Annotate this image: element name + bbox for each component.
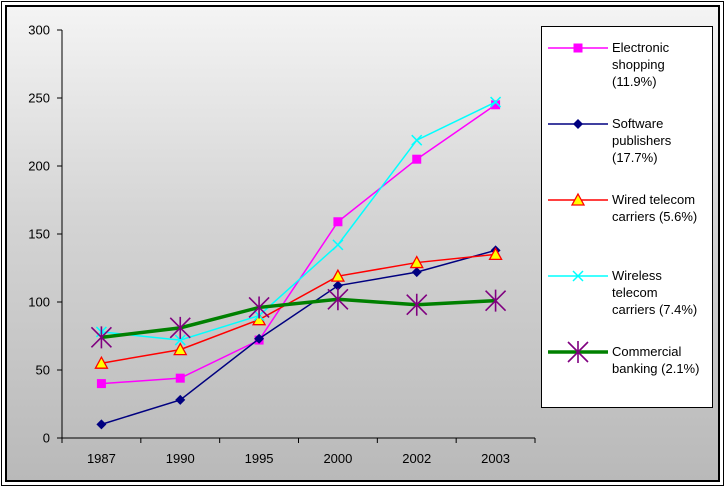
legend-swatch-marker [572,270,584,282]
y-tick-label: 100 [28,295,50,310]
legend-label: Wireless telecom carriers (7.4%) [612,268,698,317]
legend-label: Software publishers (17.7%) [612,116,672,165]
data-point-commercial [327,288,349,311]
series-electronic [96,100,501,389]
data-point-software [411,267,422,278]
series-line-software [101,249,496,426]
data-point-wireless [174,334,186,346]
data-point-commercial [90,326,112,349]
data-point-electronic [491,100,501,110]
legend-swatch [548,270,608,282]
legend-label: Electronic shopping (11.9%) [612,40,670,89]
series-line-wired-telecom [101,253,496,364]
legend-swatch [548,119,608,129]
chart-axes: 0 50 100 150 200 250 300 1987 1990 1995 2000 2002 20… [28,23,536,466]
data-point-software [254,333,265,344]
legend-swatch [548,341,608,363]
series-line-wireless [101,101,496,341]
x-tick-label: 2002 [402,451,431,466]
data-point-software [175,394,186,405]
data-point-software [332,280,343,291]
legend-swatch [548,43,608,53]
data-point-wireless [411,134,423,146]
data-point-electronic [412,154,422,164]
data-point-wired-telecom [409,255,424,269]
data-point-wired-telecom [94,355,109,369]
legend-swatch-marker [567,341,589,363]
x-tick-label: 2000 [323,451,352,466]
data-point-wireless [490,96,502,108]
series-line-commercial [101,297,496,340]
data-point-electronic [175,373,185,383]
data-point-commercial [485,289,507,312]
y-tick-label: 150 [28,227,50,242]
x-tick-label: 1987 [87,451,116,466]
data-point-commercial [169,316,191,339]
legend: Electronic shopping (11.9%) Software publ… [541,26,713,408]
legend-swatch-marker [570,192,586,206]
series-commercial [90,288,507,349]
data-point-electronic [333,217,343,227]
data-point-wireless [332,239,344,251]
series-layer [90,96,507,430]
series-line-electronic [101,104,497,385]
data-point-commercial [406,293,428,316]
legend-swatch-marker [573,119,583,129]
x-tick-label: 1990 [166,451,195,466]
data-point-wired-telecom [488,247,503,261]
legend-swatch-marker [573,43,583,53]
data-point-commercial [248,296,270,319]
legend-swatch [548,192,608,206]
series-wireless [95,96,502,346]
y-tick-label: 300 [28,23,50,38]
y-tick-label: 0 [43,431,50,446]
data-point-wired-telecom [330,268,346,282]
data-point-electronic [96,379,106,389]
legend-label: Commercial banking (2.1%) [612,344,700,376]
y-tick-label: 200 [28,159,50,174]
legend-label: Wired telecom carriers (5.6%) [612,192,698,224]
x-tick-label: 1995 [245,451,274,466]
y-tick-label: 50 [36,363,50,378]
y-tick-label: 250 [28,91,50,106]
x-tick-label: 2003 [481,451,510,466]
data-point-software [96,419,107,430]
series-wired-telecom [94,247,503,369]
data-point-wired-telecom [173,342,188,356]
